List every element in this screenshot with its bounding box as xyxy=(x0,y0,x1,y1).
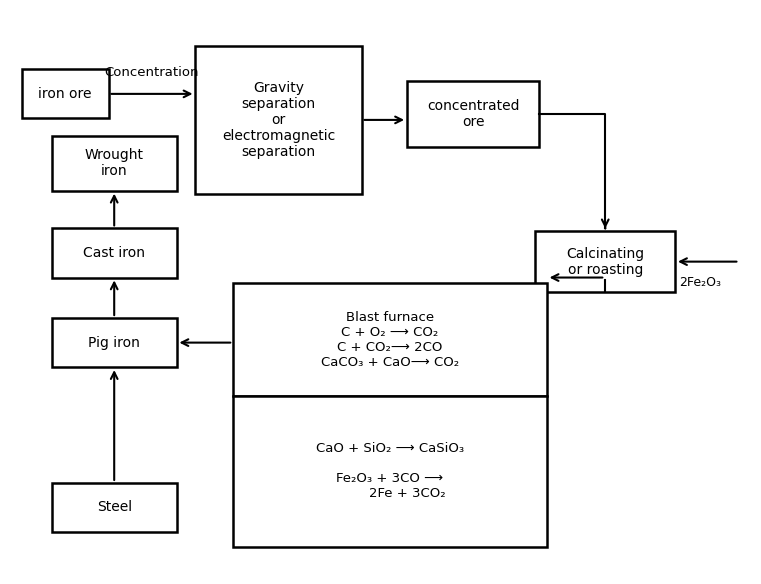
Text: Pig iron: Pig iron xyxy=(88,336,140,350)
Bar xyxy=(52,228,177,277)
Text: Calcinating
or roasting: Calcinating or roasting xyxy=(566,246,645,277)
Bar xyxy=(536,231,675,292)
Text: Steel: Steel xyxy=(97,500,132,515)
Text: iron ore: iron ore xyxy=(38,87,92,101)
Text: Concentration: Concentration xyxy=(105,67,199,79)
Text: Cast iron: Cast iron xyxy=(83,246,145,260)
Bar xyxy=(52,483,177,532)
Text: Blast furnace
C + O₂ ⟶ CO₂
C + CO₂⟶ 2CO
CaCO₃ + CaO⟶ CO₂: Blast furnace C + O₂ ⟶ CO₂ C + CO₂⟶ 2CO … xyxy=(321,311,459,369)
Bar xyxy=(196,46,361,194)
Text: 2Fe₂O₃: 2Fe₂O₃ xyxy=(679,276,721,289)
Bar xyxy=(233,396,546,547)
Bar xyxy=(407,81,539,147)
Text: Gravity
separation
or
electromagnetic
separation: Gravity separation or electromagnetic se… xyxy=(222,81,335,159)
Text: concentrated
ore: concentrated ore xyxy=(427,99,519,129)
Bar xyxy=(52,318,177,367)
Bar xyxy=(233,283,546,396)
Text: CaO + SiO₂ ⟶ CaSiO₃

Fe₂O₃ + 3CO ⟶
        2Fe + 3CO₂: CaO + SiO₂ ⟶ CaSiO₃ Fe₂O₃ + 3CO ⟶ 2Fe + … xyxy=(316,442,464,500)
Bar xyxy=(21,69,109,119)
Text: Wrought
iron: Wrought iron xyxy=(84,148,144,178)
Bar xyxy=(52,136,177,191)
